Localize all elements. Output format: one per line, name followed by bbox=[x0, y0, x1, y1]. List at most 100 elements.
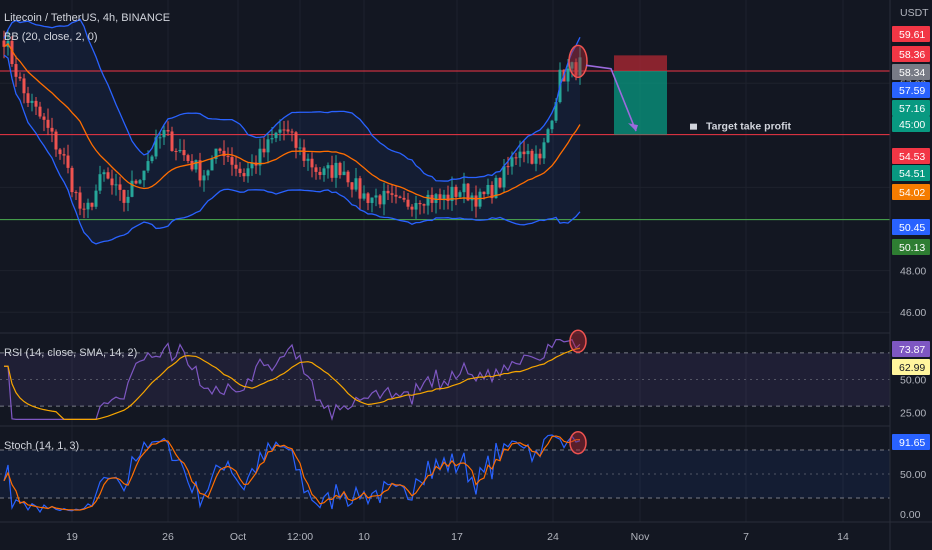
candle[interactable] bbox=[22, 73, 26, 104]
chart-title[interactable]: Litecoin / TetherUS, 4h, BINANCE bbox=[4, 12, 170, 24]
candle[interactable] bbox=[62, 147, 66, 165]
candle[interactable] bbox=[578, 46, 582, 85]
candle[interactable] bbox=[402, 190, 406, 203]
candle[interactable] bbox=[502, 158, 506, 193]
candle[interactable] bbox=[138, 178, 142, 185]
candle[interactable] bbox=[218, 147, 222, 154]
candle[interactable] bbox=[274, 131, 278, 143]
candle[interactable] bbox=[182, 139, 186, 161]
candle[interactable] bbox=[358, 175, 362, 210]
candle[interactable] bbox=[426, 190, 430, 215]
candle[interactable] bbox=[338, 161, 342, 179]
candle[interactable] bbox=[58, 147, 62, 160]
candle[interactable] bbox=[82, 202, 86, 219]
candle[interactable] bbox=[234, 155, 238, 177]
take-profit-zone[interactable] bbox=[614, 70, 667, 135]
candle[interactable] bbox=[474, 185, 478, 218]
candle[interactable] bbox=[162, 125, 166, 145]
candle[interactable] bbox=[46, 108, 50, 136]
candle[interactable] bbox=[110, 169, 114, 195]
candle[interactable] bbox=[2, 30, 6, 59]
candle[interactable] bbox=[50, 117, 54, 143]
candle[interactable] bbox=[114, 173, 118, 196]
time-axis[interactable]: 19 26 Oct 12:00 10 17 24 Nov 7 14 bbox=[66, 531, 849, 543]
horizontal-lines[interactable] bbox=[0, 70, 890, 221]
candle[interactable] bbox=[54, 129, 58, 157]
candle[interactable] bbox=[90, 202, 94, 211]
candle[interactable] bbox=[106, 167, 110, 180]
candle[interactable] bbox=[322, 166, 326, 182]
candle[interactable] bbox=[242, 168, 246, 182]
projection-arrow[interactable] bbox=[585, 64, 637, 132]
candle[interactable] bbox=[278, 119, 282, 141]
candle[interactable] bbox=[542, 137, 546, 165]
candle[interactable] bbox=[350, 182, 354, 198]
candle[interactable] bbox=[246, 162, 250, 183]
candle[interactable] bbox=[526, 143, 530, 164]
candle[interactable] bbox=[122, 189, 126, 212]
annotations[interactable]: Target take profit bbox=[568, 44, 791, 133]
candle[interactable] bbox=[94, 184, 98, 210]
highlight-circle-price[interactable] bbox=[568, 44, 588, 79]
candle[interactable] bbox=[14, 55, 18, 87]
candle[interactable] bbox=[454, 184, 458, 206]
candle[interactable] bbox=[66, 144, 70, 174]
candle[interactable] bbox=[330, 155, 334, 182]
candle[interactable] bbox=[486, 178, 490, 196]
candle[interactable] bbox=[326, 162, 330, 179]
candle[interactable] bbox=[298, 138, 302, 156]
candle[interactable] bbox=[30, 93, 34, 112]
candle[interactable] bbox=[286, 120, 290, 134]
candle[interactable] bbox=[534, 145, 538, 172]
candle[interactable] bbox=[202, 169, 206, 192]
candle[interactable] bbox=[334, 155, 338, 188]
candle[interactable] bbox=[282, 121, 286, 141]
candle[interactable] bbox=[514, 152, 518, 165]
candle[interactable] bbox=[142, 170, 146, 188]
candle[interactable] bbox=[34, 97, 38, 115]
candle[interactable] bbox=[342, 161, 346, 176]
candle[interactable] bbox=[498, 177, 502, 189]
candle[interactable] bbox=[238, 162, 242, 178]
candle[interactable] bbox=[42, 112, 46, 132]
candle[interactable] bbox=[550, 119, 554, 134]
candle[interactable] bbox=[434, 193, 438, 214]
candle[interactable] bbox=[158, 132, 162, 149]
candle[interactable] bbox=[302, 139, 306, 167]
candle[interactable] bbox=[154, 129, 158, 160]
candle[interactable] bbox=[370, 197, 374, 213]
candle[interactable] bbox=[290, 128, 294, 142]
price-pane[interactable]: Target take profit bbox=[0, 18, 890, 245]
candle[interactable] bbox=[374, 188, 378, 207]
candle[interactable] bbox=[530, 148, 534, 165]
candle[interactable] bbox=[250, 154, 254, 176]
candle[interactable] bbox=[458, 190, 462, 199]
candle[interactable] bbox=[206, 169, 210, 181]
candle[interactable] bbox=[446, 185, 450, 210]
candle[interactable] bbox=[230, 147, 234, 176]
candle[interactable] bbox=[266, 133, 270, 164]
candle[interactable] bbox=[194, 159, 198, 173]
candle[interactable] bbox=[414, 195, 418, 219]
candle[interactable] bbox=[346, 170, 350, 187]
candle[interactable] bbox=[314, 164, 318, 180]
candle[interactable] bbox=[378, 193, 382, 209]
candle[interactable] bbox=[262, 137, 266, 158]
candle[interactable] bbox=[190, 154, 194, 172]
stoch-pane[interactable] bbox=[0, 430, 890, 514]
candle[interactable] bbox=[102, 169, 106, 182]
candle[interactable] bbox=[398, 195, 402, 199]
target-take-profit-label[interactable]: Target take profit bbox=[706, 121, 791, 133]
candle[interactable] bbox=[26, 86, 30, 107]
candle[interactable] bbox=[294, 131, 298, 159]
short-position-tool[interactable] bbox=[614, 55, 667, 135]
candle[interactable] bbox=[186, 153, 190, 164]
candle[interactable] bbox=[366, 192, 370, 211]
candle[interactable] bbox=[450, 176, 454, 211]
candle[interactable] bbox=[410, 204, 414, 217]
candle[interactable] bbox=[222, 140, 226, 165]
candle[interactable] bbox=[86, 198, 90, 219]
stop-loss-zone[interactable] bbox=[614, 55, 667, 71]
candle[interactable] bbox=[166, 121, 170, 137]
